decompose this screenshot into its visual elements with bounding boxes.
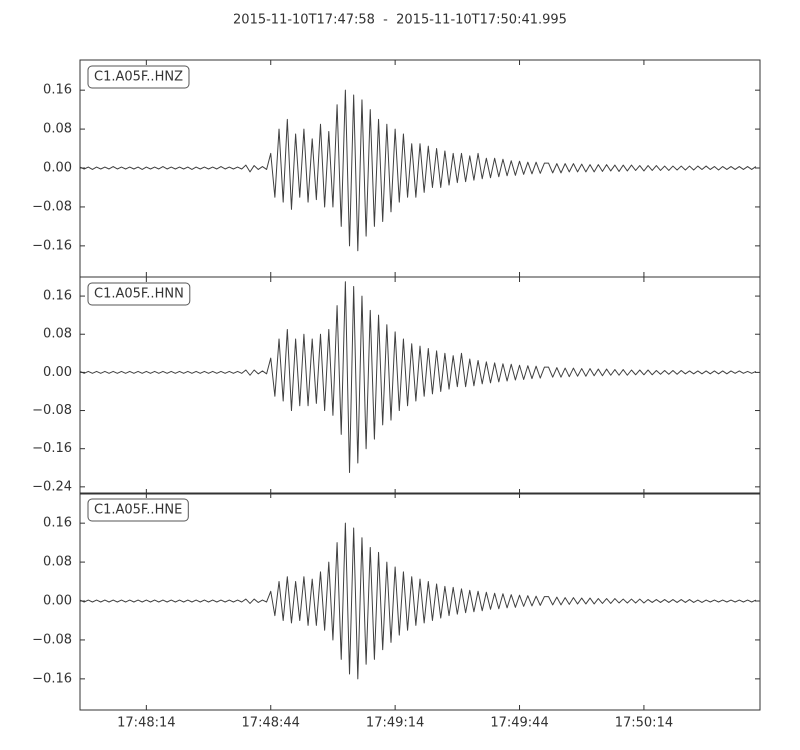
legend-box bbox=[87, 498, 189, 522]
waveform bbox=[80, 89, 757, 252]
waveform bbox=[80, 522, 757, 680]
y-tick-label: −0.08 bbox=[32, 199, 72, 214]
legend-label: C1.A05F..HNZ bbox=[94, 70, 183, 85]
x-tick-label: 17:48:44 bbox=[242, 716, 300, 731]
y-tick-label: −0.16 bbox=[32, 671, 72, 686]
y-tick-label: 0.16 bbox=[43, 83, 72, 98]
x-tick-label: 17:50:14 bbox=[615, 716, 673, 731]
y-tick-label: −0.16 bbox=[32, 441, 72, 456]
y-tick-label: 0.00 bbox=[43, 161, 72, 176]
y-tick-label: −0.08 bbox=[32, 403, 72, 418]
legend-box bbox=[87, 282, 191, 306]
y-tick-label: −0.08 bbox=[32, 632, 72, 647]
y-tick-label: −0.16 bbox=[32, 238, 72, 253]
waveform bbox=[80, 281, 757, 474]
x-tick-label: 17:48:14 bbox=[117, 716, 175, 731]
y-tick-label: 0.08 bbox=[43, 327, 72, 342]
axes-frame bbox=[79, 492, 761, 711]
y-tick-label: 0.16 bbox=[43, 289, 72, 304]
axes-frame bbox=[79, 276, 761, 495]
chart-title: 2015-11-10T17:47:58 - 2015-11-10T17:50:4… bbox=[233, 13, 567, 28]
y-tick-label: 0.00 bbox=[43, 365, 72, 380]
x-tick-label: 17:49:44 bbox=[490, 716, 548, 731]
y-tick-label: 0.08 bbox=[43, 122, 72, 137]
y-tick-label: 0.08 bbox=[43, 555, 72, 570]
x-tick-label: 17:49:14 bbox=[366, 716, 424, 731]
legend-label: C1.A05F..HNE bbox=[94, 503, 182, 518]
y-tick-label: 0.16 bbox=[43, 516, 72, 531]
legend-box bbox=[87, 65, 190, 89]
y-tick-label: −0.24 bbox=[32, 479, 72, 494]
y-tick-label: 0.00 bbox=[43, 594, 72, 609]
legend-label: C1.A05F..HNN bbox=[94, 287, 184, 302]
